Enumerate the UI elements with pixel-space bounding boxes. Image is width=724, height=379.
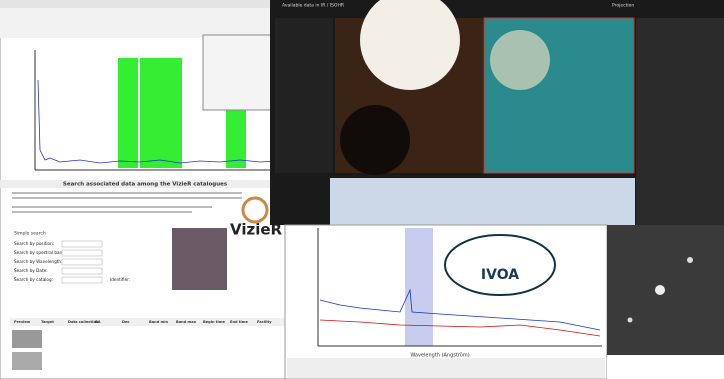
text-line: [12, 206, 212, 208]
model-line: [319, 319, 601, 337]
spectrum-line: [319, 288, 601, 331]
ivoa-logo: IVOA: [481, 267, 519, 283]
form-label: Identifier:: [110, 277, 130, 282]
star-axis: [607, 355, 724, 379]
column-header: Data collection: [68, 320, 99, 324]
spectrum-plot: [34, 34, 280, 171]
input-field[interactable]: [61, 240, 103, 248]
highlight-band: [226, 100, 246, 168]
text-line: [12, 197, 242, 199]
input-field[interactable]: [61, 258, 103, 266]
column-header: RA: [95, 320, 101, 324]
form-label: Search by catalog:: [14, 277, 53, 282]
star: [655, 285, 665, 295]
page-heading: Search associated data among the VizieR …: [63, 182, 228, 188]
logo-swirl: [241, 196, 269, 224]
column-header: Band max: [176, 320, 197, 324]
column-header: Facility: [257, 320, 272, 324]
form-label: Search by Wavelength:: [14, 259, 62, 264]
star-field: [607, 225, 724, 355]
highlight-band: [140, 58, 182, 168]
dark-region: [340, 105, 410, 175]
preview-thumb: [12, 330, 42, 348]
projection-label: Projection: [612, 3, 634, 9]
input-field[interactable]: [61, 249, 103, 257]
vizier-logo: VizieR: [230, 221, 283, 239]
layers-panel: [636, 18, 724, 225]
column-header: End time: [230, 320, 249, 324]
x-axis-label: Wavelength (Angström): [410, 353, 469, 359]
toolbar: [0, 8, 290, 38]
bright-region: [490, 30, 550, 90]
aladin-title: Available data in IR / ISOHR: [282, 3, 344, 9]
star: [687, 257, 693, 263]
text-line: [12, 211, 192, 213]
selection-band: [405, 228, 433, 346]
info-dialog: [202, 34, 276, 111]
spectrum-line: [37, 79, 279, 164]
result-table: [330, 178, 635, 225]
sky-preview: [172, 228, 227, 290]
form-label: Search by position:: [14, 241, 54, 246]
form-label: Search by Date:: [14, 268, 48, 273]
tree-panel: [275, 18, 333, 173]
column-header: Target: [41, 320, 54, 324]
intro-text: [12, 192, 242, 213]
text-line: [12, 192, 242, 194]
preview-thumb: [12, 352, 42, 370]
column-header: Dec: [122, 320, 130, 324]
bright-region: [360, 0, 460, 90]
input-field[interactable]: [61, 276, 103, 284]
highlight-band: [118, 58, 138, 168]
input-field[interactable]: [61, 267, 103, 275]
column-header: Preview: [14, 320, 31, 324]
heading-bar: [0, 180, 290, 188]
star: [627, 317, 633, 323]
section-title[interactable]: Simple search: [14, 231, 46, 237]
search-form: Search by position: Search by spectral ba…: [14, 240, 130, 284]
column-header: Band min: [149, 320, 169, 324]
ivoa-logo-ring: [444, 234, 556, 296]
control-panel: [287, 358, 605, 378]
title-bar: [0, 0, 290, 8]
table-header-bg: [10, 318, 285, 326]
form-label: Search by spectral band:: [14, 250, 66, 255]
spectrum-window: [284, 224, 608, 379]
column-header: Begin time: [203, 320, 225, 324]
